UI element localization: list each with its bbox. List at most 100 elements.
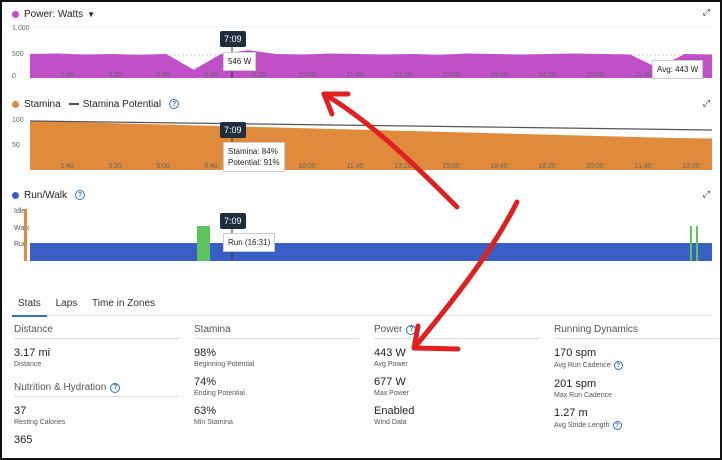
stat-value: 98% — [194, 347, 217, 359]
runwalk-ytick-run: Run — [14, 241, 27, 248]
distance-column: Distance 3.17 mi Distance Nutrition & Hy… — [14, 324, 179, 446]
stat-max-cadence: 201 spm Max Run Cadence — [554, 378, 719, 399]
runwalk-chart-header: Run/Walk ? — [12, 187, 85, 203]
stat-label: Avg Power — [374, 361, 408, 368]
stamina-ytick: 50 — [12, 142, 20, 149]
power-xtick: 11:40 — [347, 72, 364, 79]
power-tooltip-time: 7:09 — [220, 31, 246, 47]
help-icon[interactable]: ? — [613, 361, 623, 370]
stat-min-stamina: 63% Min Stamina — [194, 405, 359, 426]
power-xtick: 6:40 — [204, 72, 218, 79]
power-xtick: 16:40 — [490, 72, 508, 79]
power-xtick: 21:40 — [634, 72, 652, 79]
tab-stats[interactable]: Stats — [12, 294, 47, 317]
stat-label: Max Run Cadence — [554, 392, 612, 399]
tab-time-in-zones[interactable]: Time in Zones — [92, 298, 156, 309]
stamina-tooltip-time: 7:09 — [220, 122, 246, 138]
nutrition-heading-label: Nutrition & Hydration — [14, 382, 107, 393]
stat-label: Wind Data — [374, 419, 407, 426]
power-legend-dot — [12, 10, 19, 18]
annotation-arrowhead — [411, 323, 461, 352]
expand-icon[interactable]: ⤢ — [702, 7, 710, 17]
stat-avg-power: 443 W Avg Power — [374, 347, 539, 368]
runwalk-ytick-idle: Idle — [14, 208, 25, 215]
stat-value: 677 W — [374, 376, 406, 388]
stamina-ytick: 100 — [12, 117, 24, 124]
stat-stride-length: 1.27 m Avg Stride Length ? — [554, 407, 719, 430]
chevron-down-icon[interactable]: ▼ — [87, 9, 96, 19]
runwalk-chart: Idle Walk Run — [14, 208, 712, 261]
help-icon[interactable]: ? — [110, 382, 121, 393]
stamina-column: Stamina 98% Beginning Potential 74% Endi… — [194, 324, 359, 426]
help-icon[interactable]: ? — [612, 421, 622, 430]
power-xtick: 18:20 — [538, 72, 556, 79]
stat-label: Ending Potential — [194, 390, 245, 397]
runwalk-legend-dot — [12, 191, 19, 199]
power-ytick: 0 — [12, 73, 16, 80]
stamina-legend-dot — [12, 100, 19, 108]
stat-value: 1.27 m — [554, 407, 588, 419]
power-area-series — [30, 50, 712, 78]
power-xtick: 5:00 — [156, 72, 170, 79]
stat-value: 74% — [194, 376, 217, 388]
stat-value: 170 spm — [554, 347, 597, 359]
tab-laps[interactable]: Laps — [55, 298, 78, 309]
stat-label: Distance — [14, 361, 42, 368]
walk-segment — [690, 226, 692, 261]
power-ytick: 1,000 — [12, 25, 30, 32]
annotation-arrowhead — [321, 91, 351, 117]
help-icon[interactable]: ? — [74, 190, 85, 200]
stamina-legend-label: Stamina — [24, 98, 61, 110]
stat-label-text: Avg Stride Length — [554, 422, 610, 429]
stat-distance: 3.17 mi Distance — [14, 347, 179, 368]
power-xtick: 15:00 — [442, 72, 460, 79]
stat-value: 63% — [194, 405, 217, 417]
stat-value: 443 W — [374, 347, 406, 359]
power-column: Power ? 443 W Avg Power 677 W Max Power … — [374, 324, 539, 426]
walk-segment — [696, 226, 698, 261]
runwalk-tooltip-time: 7:09 — [220, 213, 246, 229]
stamina-xtick: 20:00 — [586, 163, 604, 170]
stamina-xtick: 15:00 — [442, 163, 460, 170]
stat-value: 365 — [14, 434, 33, 446]
stamina-xtick: 18:20 — [538, 163, 556, 170]
idle-segment — [24, 209, 27, 261]
stamina-xtick: 1:40 — [60, 163, 74, 170]
power-xtick: 8:20 — [252, 72, 266, 79]
potential-legend-label: Stamina Potential — [82, 98, 162, 110]
running-dynamics-column: Running Dynamics 170 spm Avg Run Cadence… — [554, 324, 719, 430]
distance-heading: Distance — [14, 324, 179, 339]
expand-icon[interactable]: ⤢ — [702, 98, 710, 108]
stat-value: Enabled — [374, 405, 415, 417]
help-icon[interactable]: ? — [169, 99, 180, 109]
stat-label-text: Avg Run Cadence — [554, 362, 611, 369]
stamina-heading: Stamina — [194, 324, 359, 339]
expand-icon[interactable]: ⤢ — [702, 189, 710, 199]
power-ytick: 500 — [12, 51, 24, 58]
stat-value: 3.17 mi — [14, 347, 51, 359]
stats-tabs: Stats Laps Time in Zones — [12, 294, 712, 317]
stamina-xtick: 3:20 — [108, 163, 122, 170]
stamina-xtick: 21:40 — [634, 163, 652, 170]
stamina-tooltip: Stamina: 84% Potential: 91% — [223, 142, 285, 172]
stamina-area-series — [30, 121, 712, 170]
power-tooltip-value: 546 W — [223, 52, 257, 71]
stamina-xtick: 6:40 — [204, 163, 218, 170]
stat-label: Resting Calories — [14, 419, 66, 426]
power-chart-header[interactable]: Power: Watts ▼ — [12, 6, 95, 22]
stamina-tooltip-stamina: Stamina: 84% — [228, 147, 278, 156]
stamina-xtick: 5:00 — [156, 163, 170, 170]
stat-label: Max Power — [374, 390, 410, 397]
stamina-xtick: 23:20 — [682, 163, 700, 170]
runwalk-tooltip-value: Run (16:31) — [223, 233, 276, 252]
stat-label: Avg Run Cadence ? — [554, 361, 719, 370]
power-xtick: 10:00 — [298, 72, 316, 79]
running-dynamics-heading: Running Dynamics — [554, 324, 719, 339]
runwalk-chart-title: Run/Walk — [24, 189, 67, 201]
power-heading-label: Power — [374, 324, 403, 335]
stamina-xtick: 13:20 — [394, 163, 412, 170]
power-xtick: 1:40 — [60, 72, 74, 79]
stamina-tooltip-potential: Potential: 91% — [228, 158, 280, 167]
power-xtick: 3:20 — [108, 72, 122, 79]
